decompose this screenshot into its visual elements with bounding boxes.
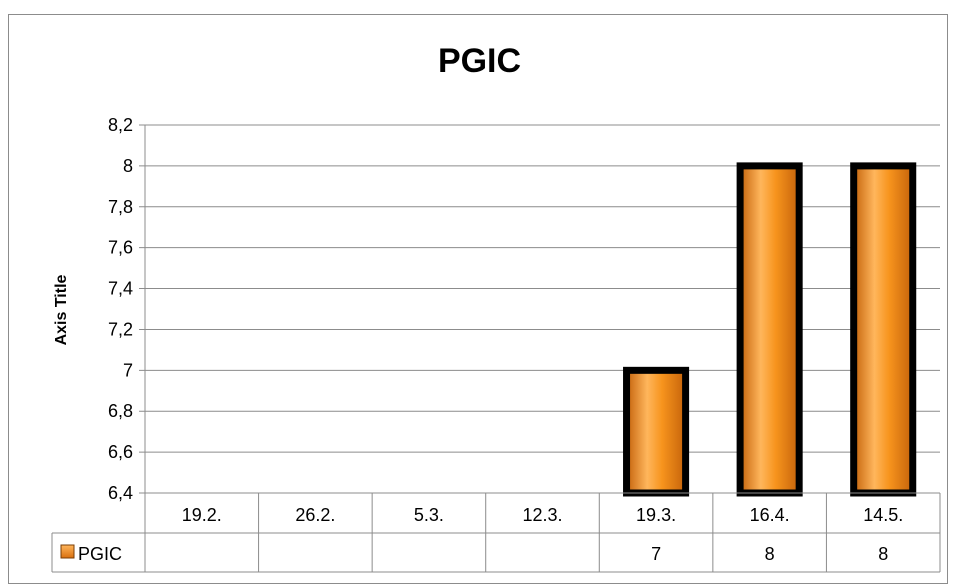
chart-title: PGIC (437, 42, 522, 80)
table-value: 8 (765, 544, 775, 564)
table-value: 8 (878, 544, 888, 564)
x-category-label: 19.2. (182, 505, 222, 525)
y-tick-label: 8,2 (108, 115, 133, 135)
y-tick-label: 7,2 (108, 319, 133, 339)
y-tick-label: 7 (123, 360, 133, 380)
y-tick-label: 6,6 (108, 442, 133, 462)
x-category-label: 14.5. (863, 505, 903, 525)
bar (623, 366, 690, 497)
bar (850, 162, 917, 497)
y-tick-label: 6,8 (108, 401, 133, 421)
y-tick-label: 6,4 (108, 483, 133, 503)
bar (736, 162, 803, 497)
legend-key-swatch (60, 544, 75, 559)
y-tick-label: 7,4 (108, 279, 133, 299)
y-tick-label: 7,6 (108, 238, 133, 258)
x-category-label: 19.3. (636, 505, 676, 525)
y-tick-label: 8 (123, 156, 133, 176)
legend-series-name: PGIC (78, 544, 122, 564)
x-category-label: 5.3. (414, 505, 444, 525)
x-category-label: 26.2. (295, 505, 335, 525)
table-value: 7 (651, 544, 661, 564)
y-tick-label: 7,8 (108, 197, 133, 217)
x-category-label: 16.4. (750, 505, 790, 525)
x-category-label: 12.3. (522, 505, 562, 525)
